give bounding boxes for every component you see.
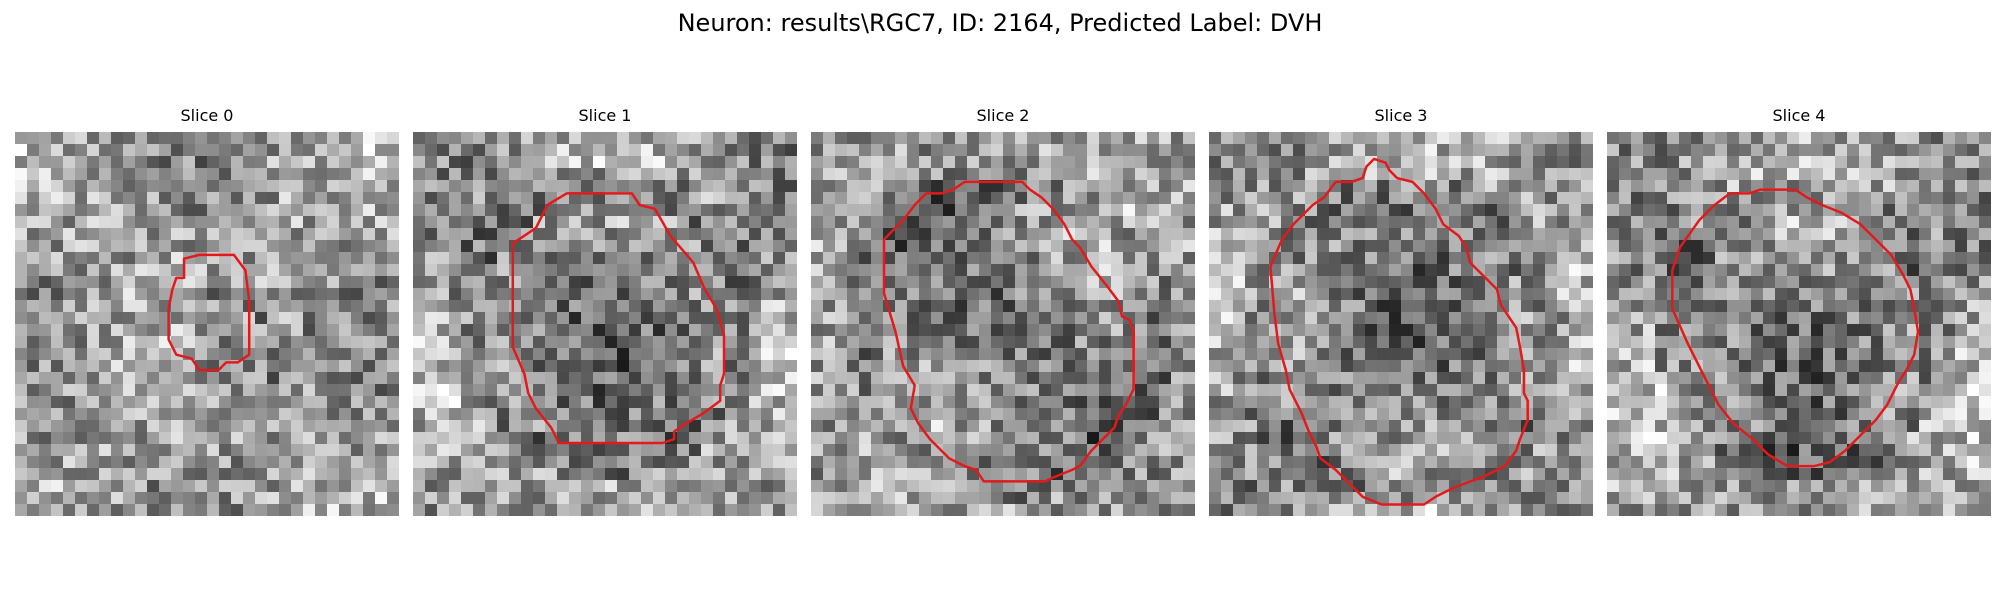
- slice-4-title: Slice 4: [1607, 105, 1991, 127]
- slice-panel-3: Slice 3: [1209, 105, 1593, 516]
- slice-3-image: [1209, 132, 1593, 516]
- slice-2-image: [811, 132, 1195, 516]
- slice-panel-1: Slice 1: [413, 105, 797, 516]
- slice-0-title: Slice 0: [15, 105, 399, 127]
- slice-4-image: [1607, 132, 1991, 516]
- slice-4-pixels: [1607, 132, 1991, 516]
- slice-1-title: Slice 1: [413, 105, 797, 127]
- slice-3-title: Slice 3: [1209, 105, 1593, 127]
- slice-1-pixels: [413, 132, 797, 516]
- slice-panel-4: Slice 4: [1607, 105, 1991, 516]
- slice-panel-0: Slice 0: [15, 105, 399, 516]
- slice-2-title: Slice 2: [811, 105, 1195, 127]
- slice-0-image: [15, 132, 399, 516]
- slice-0-pixels: [15, 132, 399, 516]
- slice-1-image: [413, 132, 797, 516]
- figure-title: Neuron: results\RGC7, ID: 2164, Predicte…: [0, 8, 2000, 38]
- slice-2-pixels: [811, 132, 1195, 516]
- slice-panel-2: Slice 2: [811, 105, 1195, 516]
- slice-3-pixels: [1209, 132, 1593, 516]
